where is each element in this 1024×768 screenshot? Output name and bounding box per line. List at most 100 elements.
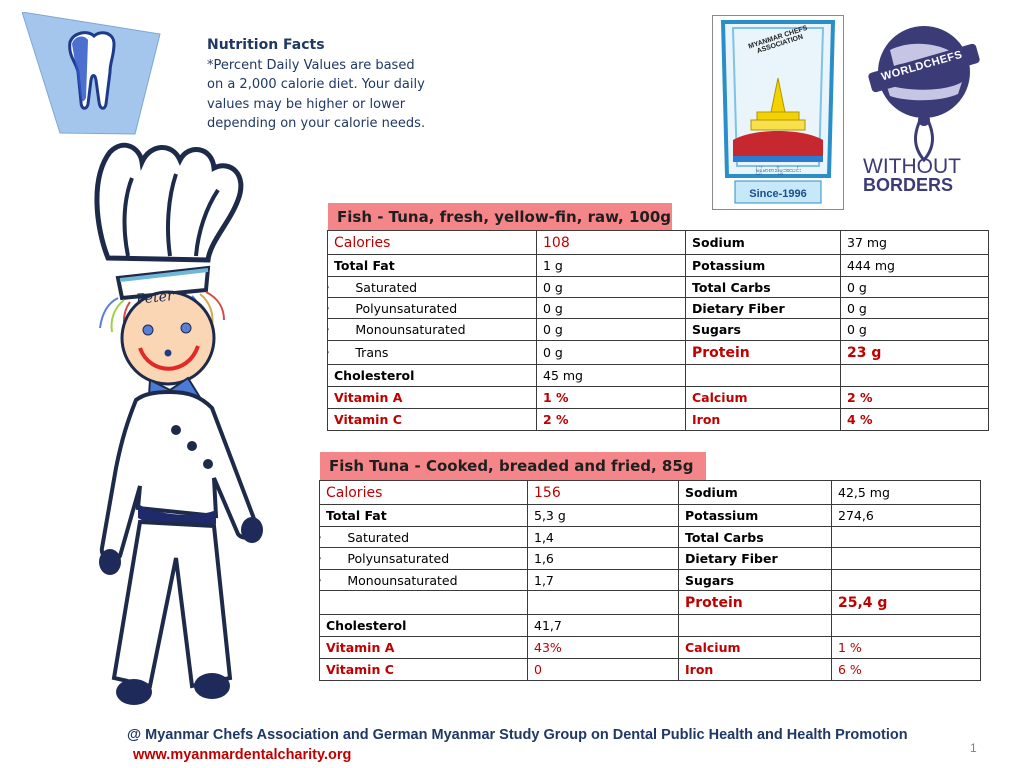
table-cell: Sugars [678,569,832,591]
table-cell: Vitamin C [319,658,528,681]
table-row: Polyunsaturated 1,6 Dietary Fiber [319,547,981,570]
note-title: Nutrition Facts [207,37,325,53]
table-cell [685,364,841,387]
table-cell: Iron [685,408,841,431]
table-row: Total Fat 5,3 g Potassium 274,6 [319,504,981,527]
table-cell: 2 % [840,386,989,409]
table-cell: Potassium [685,254,841,277]
table-cell: 45 mg [536,364,686,387]
table2: Calories 156 Sodium 42,5 mg Total Fat 5,… [319,480,981,681]
table-cell: 0 g [536,318,686,341]
table-cell: Potassium [678,504,832,527]
table-cell: Vitamin A [327,386,537,409]
note-line: on a 2,000 calorie diet. Your daily [207,77,425,92]
table-row: Vitamin A 1 % Calcium 2 % [327,386,989,409]
table-cell: Monounsaturated [319,569,528,591]
mca-since: Since-1996 [749,188,807,200]
table-cell: Protein [678,590,832,615]
footer-url-link[interactable]: www.myanmardentalcharity.org [133,747,352,763]
table1: Calories 108 Sodium 37 mg Total Fat 1 g … [327,230,989,431]
table-cell: Cholesterol [327,364,537,387]
note-line: depending on your calorie needs. [207,116,426,131]
table-row: Monounsaturated 1,7 Sugars [319,569,981,591]
table-cell: Calories [319,480,528,505]
table-cell: 0 g [840,318,989,341]
table-cell: 108 [536,230,686,255]
table-cell: 0 g [536,297,686,319]
note-line: values may be higher or lower [207,96,406,112]
table-row: Total Fat 1 g Potassium 444 mg [327,254,989,277]
table-cell: 444 mg [840,254,989,277]
table-cell: Polyunsaturated [327,297,537,319]
table-cell [831,569,981,591]
table-cell: 42,5 mg [831,480,981,505]
table-cell: Vitamin A [319,636,528,659]
table-row: Cholesterol 45 mg [327,364,989,387]
footer-credit: @ Myanmar Chefs Association and German M… [127,727,908,743]
table-cell: Trans [327,340,537,365]
table-cell: Total Carbs [678,526,832,548]
table-cell: 1 g [536,254,686,277]
table-cell: 1,7 [527,569,679,591]
table-row: Protein 25,4 g [319,590,981,615]
table-cell: Monounsaturated [327,318,537,341]
table-cell: Sodium [685,230,841,255]
worldchefs-logo: WORLDCHEFS WITHOUT BORDERS [850,20,998,206]
table-cell: 4 % [840,408,989,431]
table-cell: Cholesterol [319,614,528,637]
table-cell: 37 mg [840,230,989,255]
table-cell [527,590,679,615]
table-cell: 1 % [831,636,981,659]
table-cell: 0 g [536,340,686,365]
table-cell: 156 [527,480,679,505]
table-cell: Sodium [678,480,832,505]
globe-chef-icon [868,26,980,163]
table-cell: 0 g [840,297,989,319]
table-cell: Calcium [685,386,841,409]
mca-script: မြန်မာစားဖိုမှူးအသင်း [755,168,801,174]
table-cell [678,614,832,637]
borders-text: BORDERS [863,175,954,195]
note-line: *Percent Daily Values are based [207,57,415,73]
table-cell: Sugars [685,318,841,341]
table-cell: 23 g [840,340,989,365]
table-cell: 43% [527,636,679,659]
table-cell [831,547,981,570]
table-row: Cholesterol 41,7 [319,614,981,637]
table-row: Vitamin C 2 % Iron 4 % [327,408,989,431]
table-cell: Calcium [678,636,832,659]
table-cell: Total Fat [319,504,528,527]
tooth-logo [22,12,161,135]
table-cell: 41,7 [527,614,679,637]
table-cell: Saturated [319,526,528,548]
table-cell: 1 % [536,386,686,409]
mca-logo-emblem [720,20,836,204]
table-row: Saturated 0 g Total Carbs 0 g [327,276,989,298]
table-cell: Protein [685,340,841,365]
table-row: Saturated 1,4 Total Carbs [319,526,981,548]
table-cell: 5,3 g [527,504,679,527]
table-cell: 1,4 [527,526,679,548]
table-cell [840,364,989,387]
table-cell: 0 [527,658,679,681]
table1-title: Fish - Tuna, fresh, yellow-fin, raw, 100… [328,203,672,231]
nutrition-note: Nutrition Facts *Percent Daily Values ar… [207,36,437,134]
table-cell: 6 % [831,658,981,681]
page-number: 1 [970,741,977,755]
chef-illustration [94,142,263,705]
table-cell: Polyunsaturated [319,547,528,570]
table-row: Polyunsaturated 0 g Dietary Fiber 0 g [327,297,989,319]
table-cell: 0 g [536,276,686,298]
table2-title: Fish Tuna - Cooked, breaded and fried, 8… [320,452,706,480]
table-row: Calories 108 Sodium 37 mg [327,230,989,255]
table-cell: Dietary Fiber [685,297,841,319]
table-cell [319,590,528,615]
table-row: Vitamin C 0 Iron 6 % [319,658,981,681]
table-row: Monounsaturated 0 g Sugars 0 g [327,318,989,341]
table-row: Trans 0 g Protein 23 g [327,340,989,365]
table-cell: 0 g [840,276,989,298]
table-row: Vitamin A 43% Calcium 1 % [319,636,981,659]
table-cell: Iron [678,658,832,681]
table-cell: Dietary Fiber [678,547,832,570]
table-cell: Total Fat [327,254,537,277]
